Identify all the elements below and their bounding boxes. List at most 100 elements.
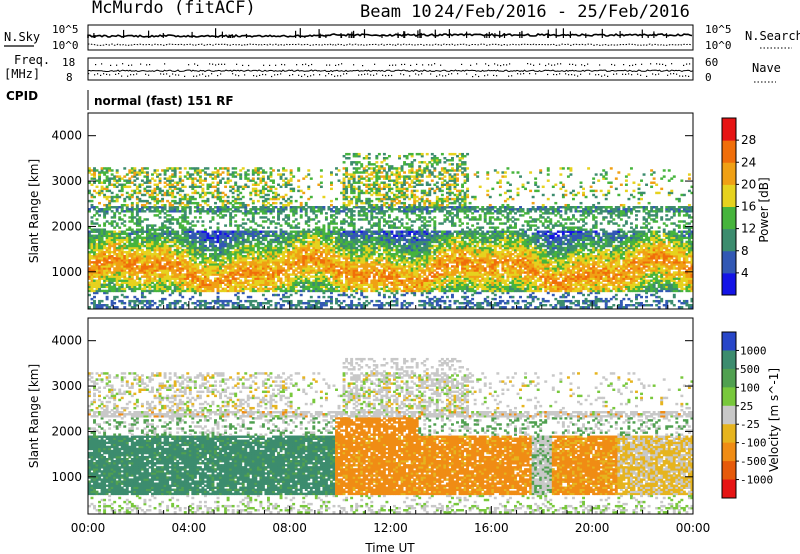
power-cell (103, 194, 106, 196)
power-cell (222, 231, 225, 233)
nave-dot (568, 74, 569, 75)
power-cell (214, 300, 217, 302)
power-cell (174, 269, 177, 271)
power-cell (96, 280, 99, 282)
power-cell (239, 198, 242, 200)
power-cell (126, 296, 129, 298)
nave-dot (271, 76, 272, 77)
power-cell (164, 263, 167, 265)
power-cell (239, 173, 242, 175)
power-cell (239, 192, 242, 194)
power-cell (201, 206, 204, 208)
power-cell (98, 214, 101, 216)
power-cell (222, 177, 225, 179)
power-cell (111, 286, 114, 288)
power-cell (179, 267, 182, 269)
power-cell (242, 231, 245, 233)
power-cell (146, 218, 149, 220)
power-cell (126, 173, 129, 175)
power-cell (191, 263, 194, 265)
power-cell (121, 294, 124, 296)
power-cell (146, 224, 149, 226)
power-cell (169, 202, 172, 204)
nave-dot (448, 74, 449, 75)
power-cell (201, 277, 204, 279)
power-cell (98, 228, 101, 230)
power-cell (234, 224, 237, 226)
power-cell (126, 196, 129, 198)
power-cell (136, 196, 139, 198)
nave-dot (146, 64, 147, 65)
power-cell (234, 249, 237, 251)
nave-dot (409, 75, 410, 76)
power-cell (189, 257, 192, 259)
nave-dot (506, 64, 507, 65)
nave-dot (391, 75, 392, 76)
power-cell (123, 296, 126, 298)
power-cell (136, 192, 139, 194)
nave-dot (373, 75, 374, 76)
power-cell (181, 184, 184, 186)
power-cell (151, 173, 154, 175)
power-cell (123, 255, 126, 257)
power-cell (113, 296, 116, 298)
power-cell (169, 294, 172, 296)
power-cell (154, 302, 157, 304)
power-cell (96, 243, 99, 245)
power-cell (111, 231, 114, 233)
power-cell (116, 253, 119, 255)
power-cell (186, 220, 189, 222)
nave-dot (488, 65, 489, 66)
power-cell (156, 173, 159, 175)
power-cell (123, 302, 126, 304)
power-cell (101, 208, 104, 210)
power-cell (118, 284, 121, 286)
power-cell (96, 206, 99, 208)
power-cell (141, 167, 144, 169)
power-cell (227, 243, 230, 245)
power-cell (149, 202, 152, 204)
nave-dot (362, 65, 363, 66)
nave-dot (325, 75, 326, 76)
power-cell (234, 231, 237, 233)
power-cell (214, 171, 217, 173)
power-cell (143, 304, 146, 306)
nave-dot (235, 74, 236, 75)
power-cell (191, 224, 194, 226)
power-cell (196, 300, 199, 302)
power-cell (229, 173, 232, 175)
nave-dot (343, 73, 344, 74)
nave-dot (263, 65, 264, 66)
nave-dot (95, 64, 96, 65)
power-cell (143, 175, 146, 177)
power-cell (196, 275, 199, 277)
power-cell (131, 300, 134, 302)
power-cell (234, 171, 237, 173)
nave-dot (389, 65, 390, 66)
power-cell (91, 216, 94, 218)
nave-dot (106, 74, 107, 75)
nave-dot (622, 74, 623, 75)
power-cell (169, 214, 172, 216)
nave-dot (248, 65, 249, 66)
power-cell (204, 177, 207, 179)
power-cell (189, 235, 192, 237)
nave-dot (487, 74, 488, 75)
power-cell (121, 237, 124, 239)
nave-dot (686, 64, 687, 65)
nave-dot (445, 75, 446, 76)
power-cell (128, 186, 131, 188)
nave-dot (587, 64, 588, 65)
power-cell (179, 216, 182, 218)
nave-dot (553, 74, 554, 75)
power-cell (196, 304, 199, 306)
power-cell (169, 302, 172, 304)
power-cell (149, 300, 152, 302)
station-title: McMurdo (fitACF) (92, 0, 256, 18)
nave-dot (484, 75, 485, 76)
nave-dot (623, 64, 624, 65)
power-cell (143, 171, 146, 173)
power-cell (133, 300, 136, 302)
power-cell (128, 226, 131, 228)
power-cell (91, 220, 94, 222)
